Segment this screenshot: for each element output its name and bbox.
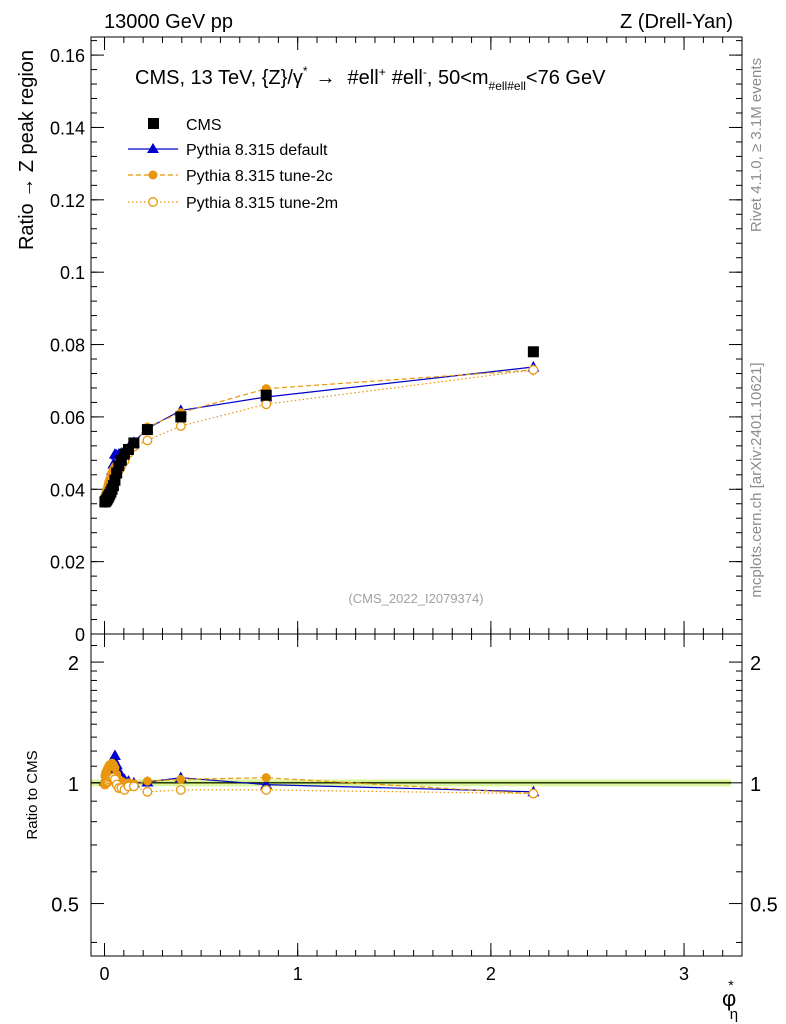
main-series-pythia-8-315-default xyxy=(98,360,540,505)
title-ell1: #ell xyxy=(348,67,379,89)
main-point xyxy=(122,443,134,455)
ratio-point xyxy=(175,784,186,795)
ratio-reference-band xyxy=(91,779,731,787)
main-point xyxy=(261,399,272,410)
xlabel: φ* η xyxy=(722,977,738,1023)
main-point xyxy=(109,474,121,486)
main-ytick-label: 0.12 xyxy=(50,191,85,211)
ratio-point xyxy=(261,773,271,783)
main-ytick-label: 0 xyxy=(75,625,85,645)
ratio-line-pythia-8-315-default xyxy=(104,753,534,793)
ratio-ytick-label-right: 0.5 xyxy=(750,895,778,917)
ratio-point xyxy=(128,781,139,792)
legend: CMS Pythia 8.315 default Pythia 8.315 tu… xyxy=(128,117,338,212)
main-series xyxy=(98,346,540,508)
title-mass-post: <76 GeV xyxy=(526,67,606,89)
ratio-point xyxy=(261,784,272,795)
legend-marker-square xyxy=(148,118,159,129)
main-point xyxy=(111,467,123,479)
ratio-ytick-label: 0.5 xyxy=(51,895,79,917)
ratio-series-pythia-8-315-default xyxy=(98,749,540,797)
rivet-label: Rivet 4.1.0, ≥ 3.1M events xyxy=(748,58,765,232)
legend-label: Pythia 8.315 tune-2m xyxy=(186,195,338,212)
title-mass-pre: , 50<m xyxy=(427,67,489,89)
ratio-ylabel: Ratio to CMS xyxy=(24,750,41,839)
main-series-pythia-8-315-tune-2c xyxy=(100,364,538,502)
ratio-ytick-label: 1 xyxy=(68,774,79,796)
legend-item-tune-2m: Pythia 8.315 tune-2m xyxy=(128,195,338,212)
main-point xyxy=(142,435,153,446)
main-point xyxy=(527,346,539,358)
ratio-xtick-label: 0 xyxy=(100,964,110,984)
main-axes: 0 0.02 0.04 0.06 0.08 0.1 0.12 0.14 0.16 xyxy=(50,37,742,645)
main-point xyxy=(175,411,187,423)
legend-item-tune-2c: Pythia 8.315 tune-2c xyxy=(128,168,333,185)
ratio-plot-frame xyxy=(90,633,743,957)
ratio-point xyxy=(142,776,152,786)
legend-item-default: Pythia 8.315 default xyxy=(128,142,328,159)
ratio-series xyxy=(98,749,540,799)
legend-marker-circle xyxy=(148,170,158,180)
header-left: 13000 GeV pp xyxy=(104,11,233,33)
ratio-xtick-label: 3 xyxy=(679,964,689,984)
main-ytick-label: 0.04 xyxy=(50,480,85,500)
main-line-pythia-8-315-tune-2c xyxy=(104,369,534,497)
xlabel-phi: φ xyxy=(722,986,736,1011)
main-ytick-label: 0.1 xyxy=(60,263,85,283)
xlabel-star: * xyxy=(728,977,734,993)
main-point xyxy=(115,454,127,466)
title-plus: + xyxy=(379,65,386,79)
legend-marker-triangle xyxy=(147,143,159,153)
main-series-pythia-8-315-tune-2m xyxy=(99,364,539,508)
title-main: CMS, 13 TeV, {Z}/γ xyxy=(135,67,303,89)
main-series-cms xyxy=(99,346,539,508)
ratio-point xyxy=(528,788,539,799)
title-mass-sub: #ell#ell xyxy=(489,79,526,93)
xlabel-eta: η xyxy=(730,1006,738,1023)
ratio-point xyxy=(176,774,186,784)
ratio-line-pythia-8-315-tune-2c xyxy=(104,762,534,795)
ratio-point xyxy=(108,749,121,760)
main-point xyxy=(528,364,539,375)
ratio-series-pythia-8-315-tune-2m xyxy=(99,772,539,799)
main-ylabel: Ratio → Z peak region xyxy=(16,50,38,250)
main-point xyxy=(175,421,186,431)
legend-item-cms: CMS xyxy=(148,117,222,134)
main-ytick-label: 0.06 xyxy=(50,408,85,428)
plot-title: CMS, 13 TeV, {Z}/γ* → #ell+ #ell-, 50<m#ell… xyxy=(135,64,606,93)
title-ell2: #ell xyxy=(392,67,423,89)
main-ytick-label: 0.16 xyxy=(50,46,85,66)
ratio-ytick-label-right: 1 xyxy=(750,774,761,796)
title-minus: - xyxy=(423,65,427,79)
header-right: Z (Drell-Yan) xyxy=(620,11,733,33)
ratio-xtick-label: 2 xyxy=(486,964,496,984)
main-line-pythia-8-315-tune-2m xyxy=(104,369,534,504)
ratio-axes: 0 1 2 3 0.5 0.5 1 1 2 2 xyxy=(51,634,778,984)
legend-label: Pythia 8.315 tune-2c xyxy=(186,168,333,185)
ratio-xtick-label: 1 xyxy=(293,964,303,984)
main-point xyxy=(260,389,272,401)
mcplots-label: mcplots.cern.ch [arXiv:2401.10621] xyxy=(748,362,765,597)
title-arrow: → xyxy=(316,67,336,89)
title-star: * xyxy=(303,64,308,78)
legend-label: CMS xyxy=(186,117,222,134)
main-ytick-label: 0.08 xyxy=(50,336,85,356)
legend-marker-open-circle xyxy=(148,197,158,207)
analysis-watermark: (CMS_2022_I2079374) xyxy=(348,591,483,606)
main-point xyxy=(141,424,153,436)
legend-label: Pythia 8.315 default xyxy=(186,142,328,159)
main-line-pythia-8-315-default xyxy=(104,366,534,501)
main-ytick-label: 0.02 xyxy=(50,553,85,573)
ratio-ytick-label-right: 2 xyxy=(750,653,761,675)
main-ytick-label: 0.14 xyxy=(50,118,85,138)
ratio-point xyxy=(142,786,153,797)
main-point xyxy=(128,437,140,449)
ratio-ytick-label: 2 xyxy=(68,653,79,675)
